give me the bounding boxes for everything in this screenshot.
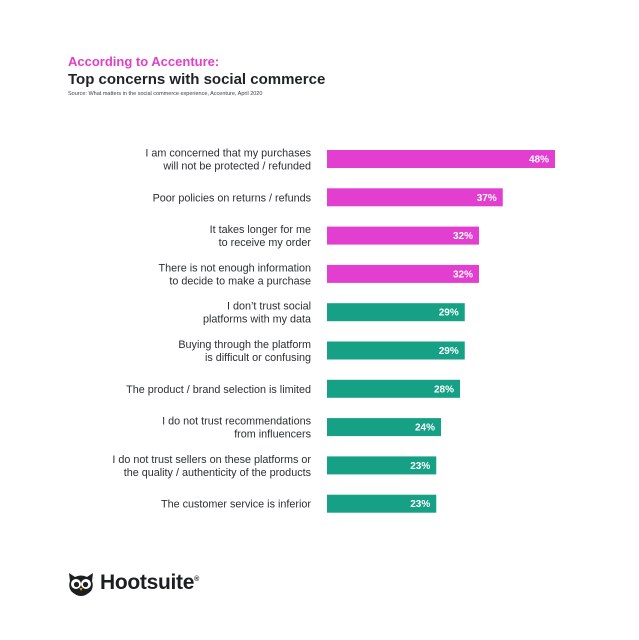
category-label-7-1: from influencers (234, 429, 311, 441)
category-label-3-0: There is not enough information (159, 262, 311, 274)
bar-0 (327, 150, 555, 168)
bar-3 (327, 264, 479, 283)
bar-6 (327, 379, 460, 398)
category-label-5-1: is difficult or confusing (205, 352, 311, 364)
chart-title: Top concerns with social commerce (68, 71, 326, 88)
brand-reg-mark: ® (194, 576, 199, 583)
value-label-9: 23% (410, 499, 430, 510)
hootsuite-logo: Hootsuite® (66, 569, 199, 597)
category-label-7-0: I do not trust recommendations (162, 416, 311, 428)
value-label-2: 32% (453, 231, 473, 242)
value-label-0: 48% (529, 155, 549, 166)
bar-9 (327, 494, 437, 513)
category-label-4-0: I don’t trust social (227, 301, 311, 313)
value-label-3: 32% (453, 269, 473, 280)
chart-header: According to Accenture: Top concerns wit… (68, 54, 325, 98)
bar-1 (327, 188, 503, 207)
category-label-2-0: It takes longer for me (210, 224, 311, 236)
value-label-4: 29% (439, 308, 459, 319)
brand-name: Hootsuite® (100, 571, 199, 594)
bar-4 (327, 303, 465, 322)
chart-kicker: According to Accenture: (68, 54, 220, 69)
bar-8 (327, 456, 437, 475)
category-label-0-1: will not be protected / refunded (162, 161, 311, 173)
category-label-4-1: platforms with my data (203, 314, 311, 326)
value-label-7: 24% (415, 423, 435, 434)
bar-5 (327, 341, 465, 360)
category-label-3-1: to decide to make a purchase (169, 275, 311, 287)
value-label-5: 29% (439, 346, 459, 357)
owl-logo-icon (69, 573, 93, 596)
category-label-9-0: The customer service is inferior (161, 499, 311, 511)
category-label-8-0: I do not trust sellers on these platform… (112, 454, 311, 466)
category-label-5-0: Buying through the platform (178, 339, 311, 351)
category-label-8-1: the quality / authenticity of the produc… (124, 467, 312, 479)
category-label-1-0: Poor policies on returns / refunds (153, 192, 312, 204)
chart-source: Source: What matters in the social comme… (68, 91, 263, 97)
value-label-8: 23% (410, 461, 430, 472)
category-label-2-1: to receive my order (219, 237, 312, 249)
bar-2 (327, 226, 479, 245)
value-label-6: 28% (434, 384, 454, 395)
category-label-0-0: I am concerned that my purchases (145, 148, 311, 160)
category-label-6-0: The product / brand selection is limited (126, 384, 311, 396)
value-label-1: 37% (477, 193, 497, 204)
bar-7 (327, 418, 441, 437)
